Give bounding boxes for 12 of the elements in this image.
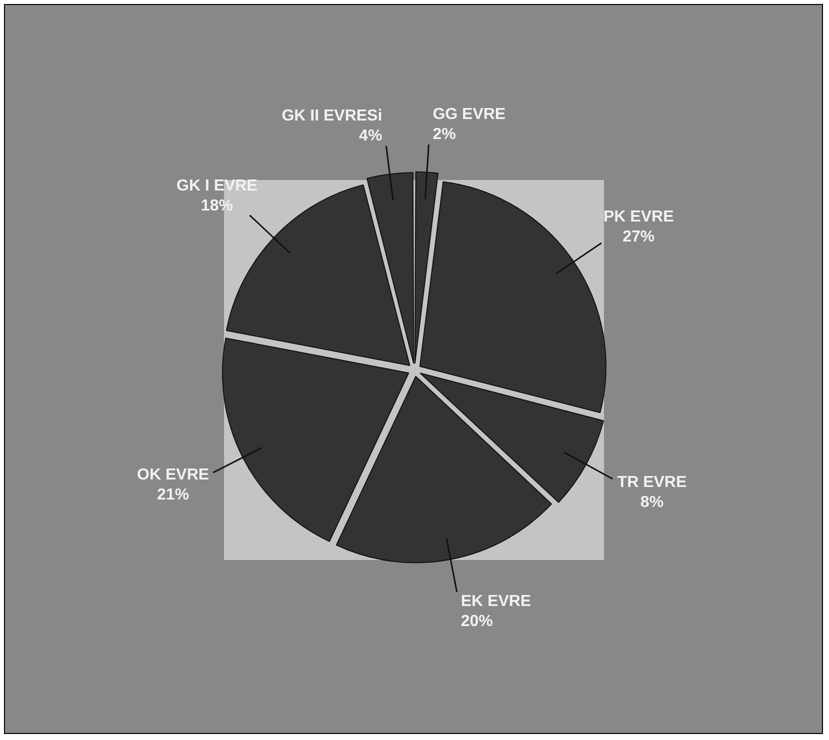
data-label: 8% xyxy=(640,494,664,511)
slice-label: PK EVRE xyxy=(604,208,674,226)
data-label: 20% xyxy=(460,613,493,630)
data-label: 4% xyxy=(359,127,382,144)
slice-label: OK EVRE xyxy=(137,466,210,484)
slice-label: TR EVRE xyxy=(617,474,687,491)
data-label: 21% xyxy=(157,486,190,504)
slice-label: EK EVRE xyxy=(460,593,532,610)
data-label: 27% xyxy=(622,228,655,246)
slice-label: GG EVRE xyxy=(432,106,506,123)
data-label: 2% xyxy=(432,126,456,143)
slice-label: GK II EVRESi xyxy=(282,107,382,124)
